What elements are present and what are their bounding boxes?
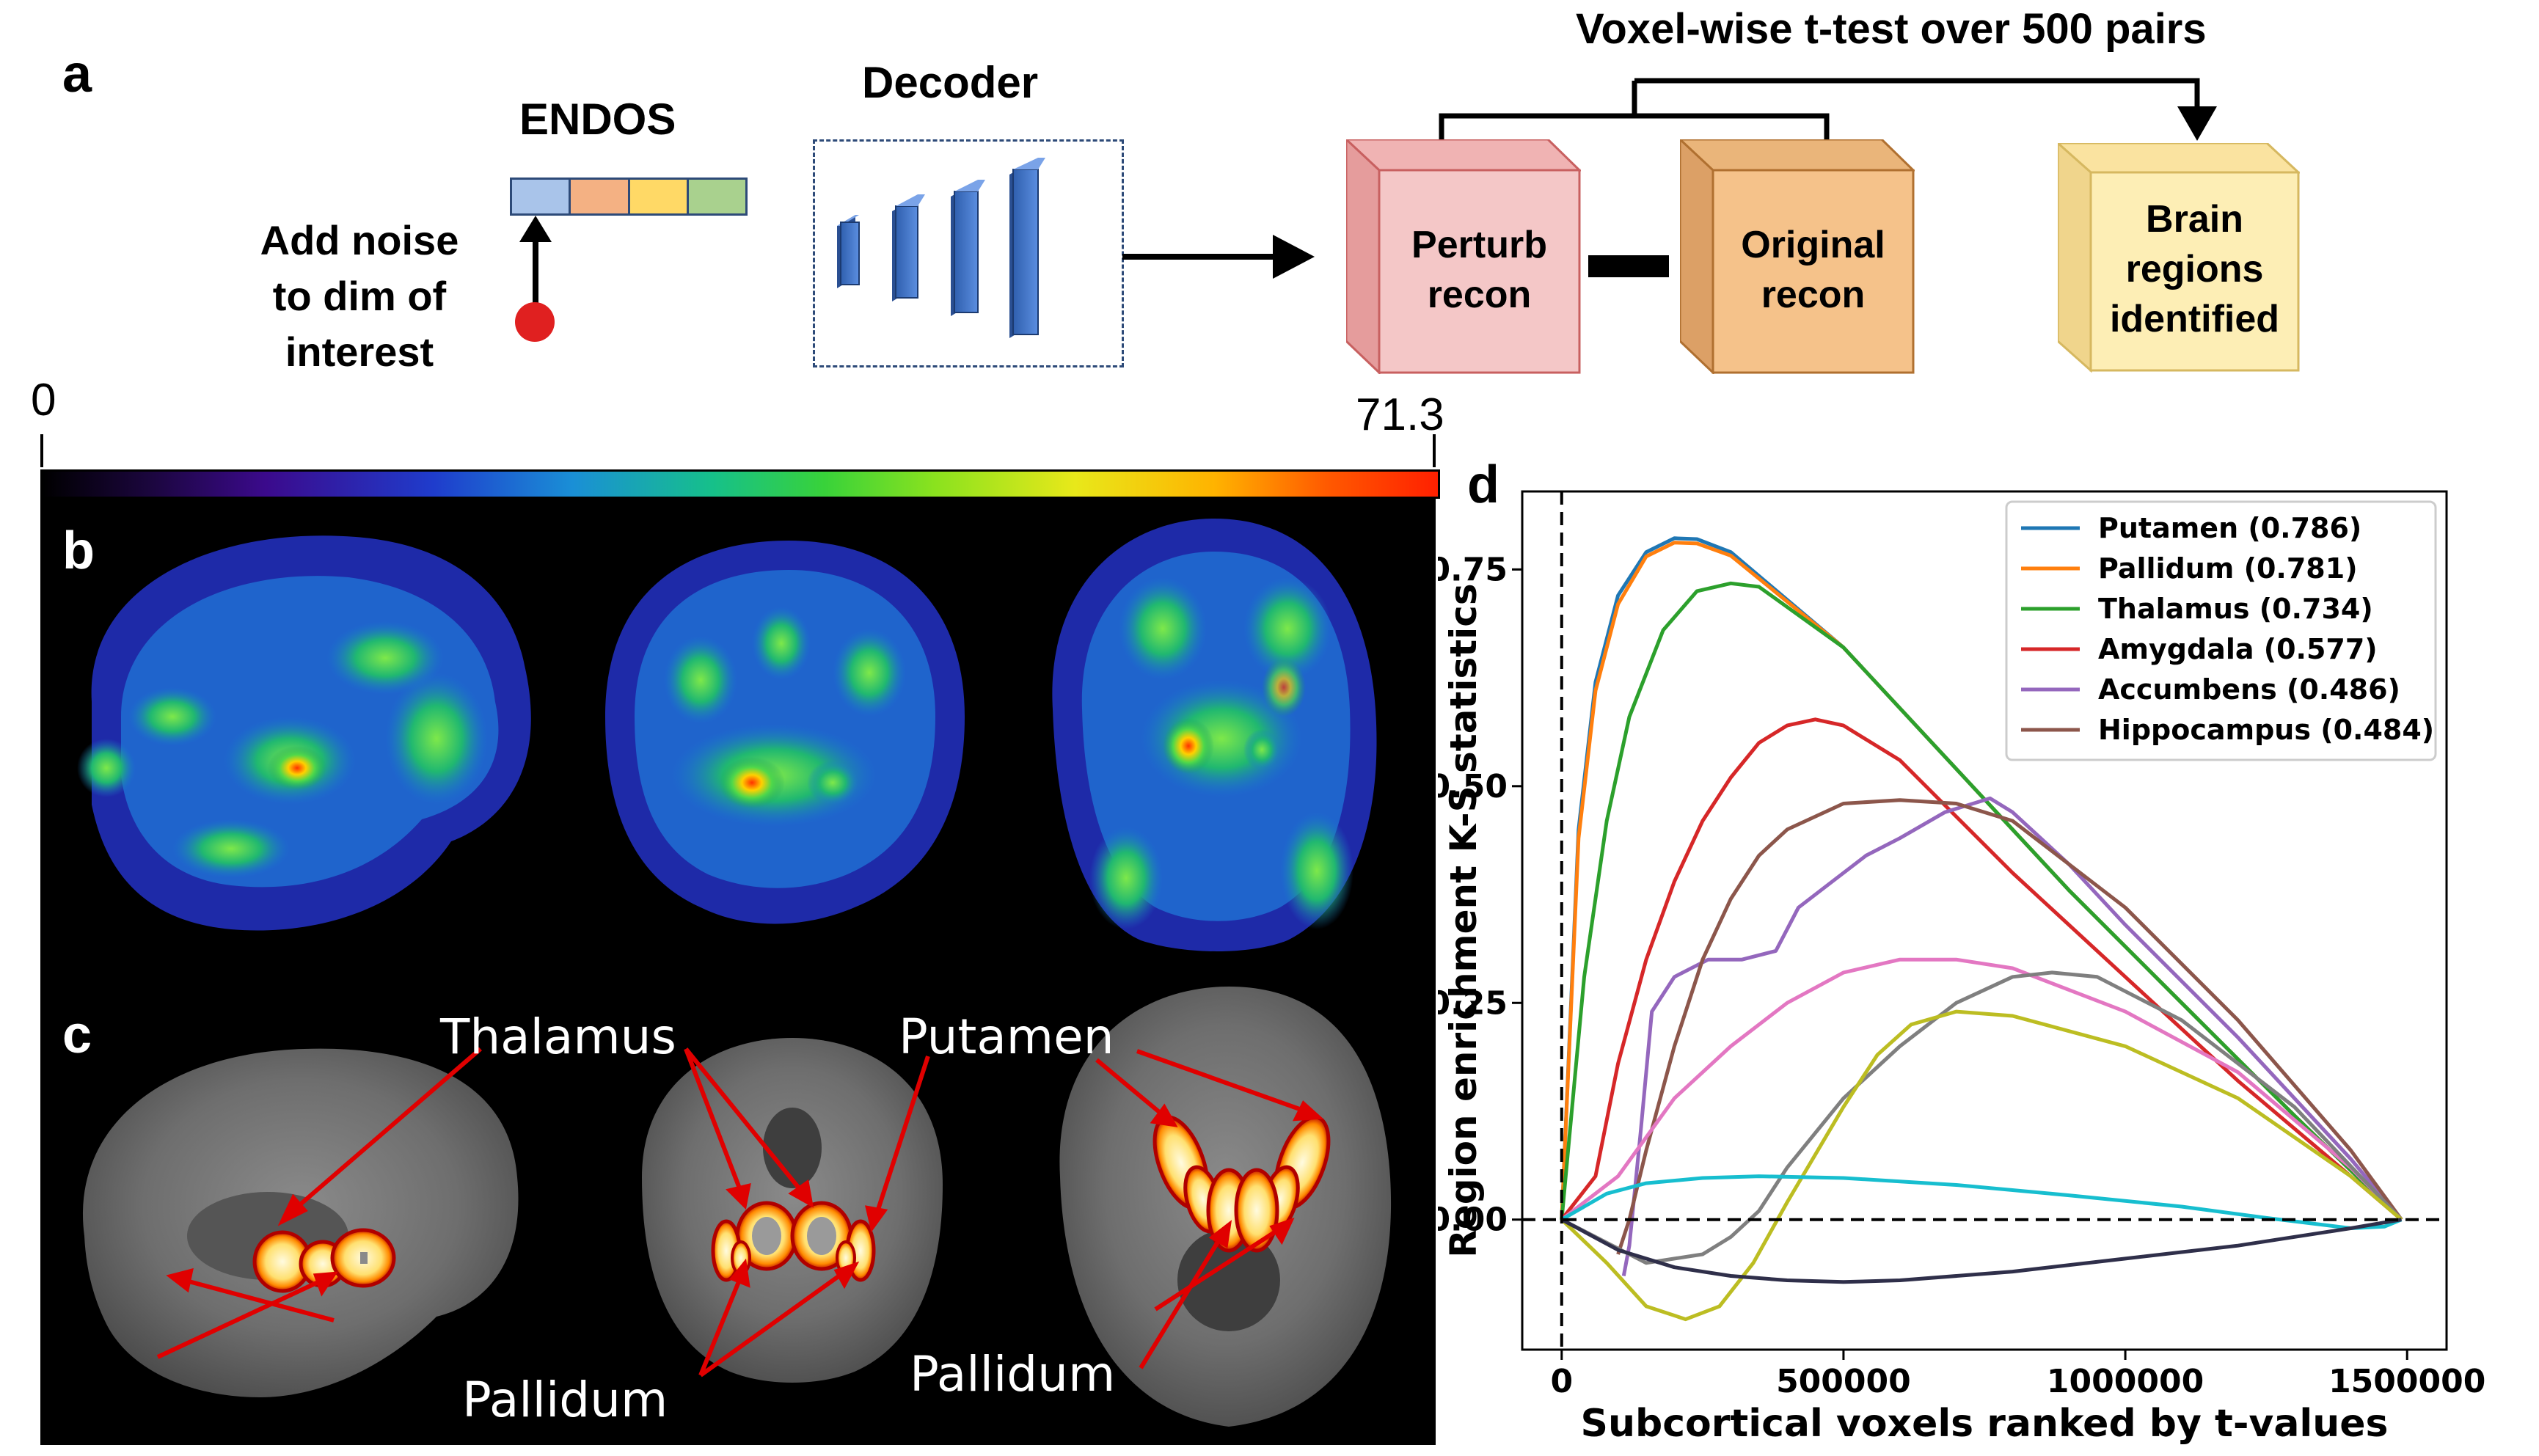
legend-entry: Hippocampus (0.484) xyxy=(2098,714,2434,746)
noise-text-line: Add noise xyxy=(260,217,459,263)
mri-coronal-view xyxy=(642,1038,943,1383)
embedding-cell xyxy=(629,180,689,213)
y-tick-label: 0.75 xyxy=(1438,551,1508,588)
y-tick-label: 0.50 xyxy=(1438,768,1508,805)
decoder-label: Decoder xyxy=(862,58,1039,107)
noise-text: Add noise to dim of interest xyxy=(238,213,481,380)
panel-label-b: b xyxy=(62,522,95,580)
plot-frame xyxy=(1521,490,2448,1351)
original-recon-cube: Original recon xyxy=(1680,139,1915,374)
ks-chart: 0 500000 1000000 1500000 0.00 0.25 0.50 0.75 Pu… xyxy=(1438,490,2485,1446)
decoder-output-arrow xyxy=(1122,235,1315,279)
result-label-line: identified xyxy=(2109,298,2280,340)
colorbar xyxy=(40,469,1440,499)
x-tick-label: 500000 xyxy=(1776,1363,1911,1400)
colorbar-min-label: 0 xyxy=(31,375,56,425)
result-label-line: regions xyxy=(2125,248,2264,290)
y-axis-label: Region enrichment K-S statistics xyxy=(1442,583,1485,1257)
pet-coronal-view xyxy=(605,541,965,924)
panel-label-c: c xyxy=(62,1006,92,1064)
thalamus-label: Thalamus xyxy=(440,1009,676,1065)
panel-label-a: a xyxy=(62,45,92,103)
y-tick-label: 0.00 xyxy=(1438,1201,1508,1239)
series-line xyxy=(1560,581,2403,1221)
pallidum-label-left: Pallidum xyxy=(462,1372,668,1428)
perturb-label-line: Perturb xyxy=(1411,224,1547,266)
axes-group: 0 500000 1000000 1500000 0.00 0.25 0.50 0.75 xyxy=(1438,491,2485,1400)
series-group xyxy=(1560,536,2403,1322)
noise-text-line: to dim of xyxy=(272,273,447,319)
series-line xyxy=(1560,957,2403,1221)
decoder-layers-icon xyxy=(837,158,1045,338)
series-line xyxy=(1560,1009,2403,1322)
series-line xyxy=(1621,796,2403,1276)
original-label-line: recon xyxy=(1761,274,1866,316)
series-line xyxy=(1560,1218,2402,1284)
legend-entry: Pallidum (0.781) xyxy=(2098,552,2358,585)
colorbar-tick xyxy=(40,434,43,467)
x-axis-label: Subcortical voxels ranked by t-values xyxy=(1581,1402,2389,1446)
x-tick-label: 1000000 xyxy=(2047,1363,2204,1400)
mri-brain-images xyxy=(82,987,1392,1427)
x-tick-label: 0 xyxy=(1550,1363,1573,1400)
embedding-cell xyxy=(512,180,571,213)
pallidum-label-right: Pallidum xyxy=(910,1346,1116,1402)
pet-brain-images xyxy=(77,519,1377,951)
decoder-box xyxy=(813,139,1124,367)
embedding-cell xyxy=(688,180,745,213)
result-label-line: Brain xyxy=(2146,198,2243,241)
embedding-cell xyxy=(571,180,630,213)
x-tick-label: 1500000 xyxy=(2328,1363,2485,1400)
legend-entry: Accumbens (0.486) xyxy=(2098,673,2400,706)
series-line xyxy=(1616,798,2403,1255)
ttest-label: Voxel-wise t-test over 500 pairs xyxy=(1576,5,2207,53)
ttest-bracket xyxy=(1439,78,2217,158)
pet-brain-panel xyxy=(40,497,1436,957)
pet-sagittal-view xyxy=(77,535,531,931)
perturb-label-line: recon xyxy=(1427,274,1532,316)
noise-dot xyxy=(515,302,555,342)
legend-entry: Amygdala (0.577) xyxy=(2098,633,2378,665)
embedding-vector xyxy=(510,178,748,216)
series-line xyxy=(1560,970,2403,1265)
panel-label-d: d xyxy=(1467,456,1499,514)
legend: Putamen (0.786) Pallidum (0.781) Thalamus … xyxy=(2005,500,2437,761)
colorbar-max-label: 71.3 xyxy=(1356,389,1444,440)
mri-brain-panel xyxy=(40,957,1436,1445)
legend-entry: Putamen (0.786) xyxy=(2098,512,2361,544)
encoder-label: ENDOS xyxy=(519,95,676,144)
result-cube: Brain regions identified xyxy=(2058,143,2300,378)
perturb-recon-cube: Perturb recon xyxy=(1346,139,1581,374)
legend-entry: Thalamus (0.734) xyxy=(2098,593,2373,625)
minus-sign xyxy=(1588,255,1669,277)
noise-text-line: interest xyxy=(285,329,434,375)
original-label-line: Original xyxy=(1741,224,1885,266)
colorbar-tick xyxy=(1433,434,1436,467)
putamen-label: Putamen xyxy=(899,1009,1114,1065)
legend-box xyxy=(2005,500,2437,761)
mri-sagittal-view xyxy=(82,1048,519,1397)
pet-axial-view xyxy=(1052,519,1377,951)
y-tick-label: 0.25 xyxy=(1438,984,1508,1022)
annotation-arrows xyxy=(156,1047,1324,1378)
